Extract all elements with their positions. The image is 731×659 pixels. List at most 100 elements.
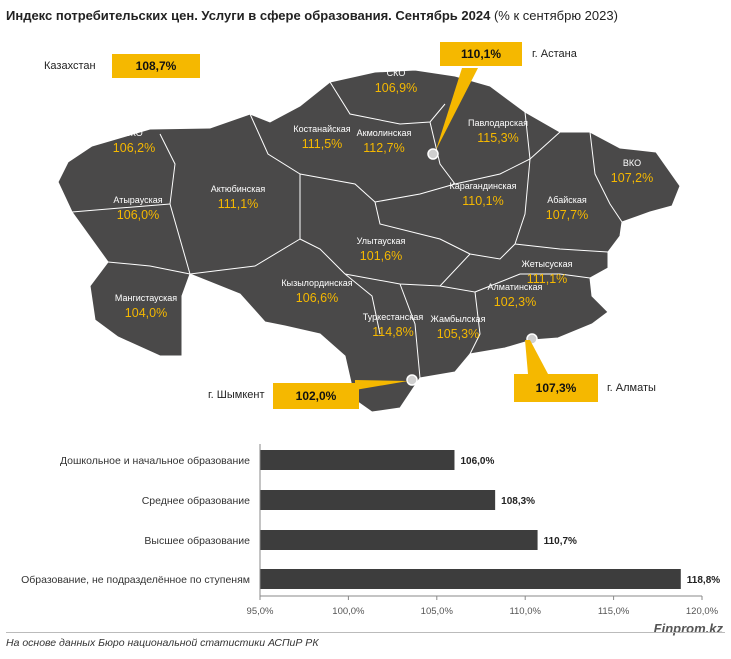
region-13-name: Туркестанская <box>363 312 424 322</box>
x-tick-label-5: 120,0% <box>686 606 719 617</box>
region-12-value: 106,6% <box>296 291 338 305</box>
astana-label: г. Астана <box>532 48 577 60</box>
region-0-value: 106,2% <box>113 141 155 155</box>
bar-value-label-1: 108,3% <box>501 496 535 507</box>
bar-value-label-3: 118,8% <box>687 575 720 586</box>
footer-divider <box>6 632 725 633</box>
bar-1 <box>260 490 496 510</box>
border-sko-akmola <box>329 81 446 125</box>
border-abai-zhetysu <box>514 243 609 253</box>
bar-2 <box>260 530 538 550</box>
region-5-value: 106,9% <box>375 81 417 95</box>
border-karaganda-zhambyl <box>469 243 516 260</box>
national-label: Казахстан <box>44 60 96 72</box>
region-10-name: Карагандинская <box>449 181 516 191</box>
border-akmola-karaganda <box>374 183 456 203</box>
chart-title: Индекс потребительских цен. Услуги в сфе… <box>6 8 618 23</box>
bar-category-2: Высшее образование <box>144 535 250 547</box>
x-tick-label-1: 100,0% <box>332 606 365 617</box>
country-outline <box>57 69 681 413</box>
border-almaty-zhetysu <box>474 273 591 293</box>
x-tick-label-3: 110,0% <box>509 606 541 617</box>
shymkent-value-box: 102,0% <box>273 383 359 409</box>
region-13-value: 114,8% <box>372 325 413 339</box>
astana-value-box: 110,1% <box>440 42 522 66</box>
border-turkestan-zhambyl <box>399 283 421 379</box>
brand-logo-text: Finprom.kz <box>653 621 723 636</box>
region-14-name: Жамбылская <box>431 314 486 324</box>
region-7-value: 115,3% <box>477 131 518 145</box>
x-tick-label-0: 95,0% <box>247 606 274 617</box>
bar-chart: Дошкольное и начальное образование 106,0%… <box>21 444 720 617</box>
border-vko-abai <box>589 131 623 223</box>
almaty-value-box: 107,3% <box>514 374 598 402</box>
region-3-name: Актюбинская <box>211 184 266 194</box>
region-15-name: Алматинская <box>488 282 543 292</box>
border-pavlodar-karaganda <box>454 111 531 185</box>
region-15-value: 102,3% <box>494 295 536 309</box>
bar-category-0: Дошкольное и начальное образование <box>60 455 250 467</box>
region-1-name: Атырауская <box>113 195 162 205</box>
border-ulytau-west <box>299 238 346 275</box>
almaty-label: г. Алматы <box>607 382 656 394</box>
region-9-name: Абайская <box>547 195 587 205</box>
border-kostanay-north <box>299 173 376 203</box>
region-5-name: СКО <box>387 68 406 78</box>
region-16-name: Жетысуская <box>522 259 573 269</box>
bar-3 <box>260 569 681 589</box>
shymkent-label: г. Шымкент <box>208 389 265 401</box>
almaty-pointer <box>525 340 548 374</box>
kazakhstan-map: ЗКО 106,2% Атырауская 106,0% Мангистауская 10… <box>57 68 681 413</box>
bar-0 <box>260 450 455 470</box>
border-pavlodar-abai <box>529 131 561 160</box>
region-7-name: Павлодарская <box>468 118 528 128</box>
region-16-value: 111,1% <box>527 272 568 286</box>
border-abai-karaganda <box>514 158 531 245</box>
x-tick-label-2: 105,0% <box>421 606 454 617</box>
border-zko-atyrau <box>71 203 171 213</box>
region-14-value: 105,3% <box>437 327 479 341</box>
region-6-name: Акмолинская <box>357 128 412 138</box>
border-karaganda-ulytau <box>374 201 471 255</box>
astana-pointer <box>436 68 478 150</box>
border-akmola-pavlodar <box>429 121 456 185</box>
x-tick-label-4: 115,0% <box>598 606 630 617</box>
title-subtitle: (% к сентябрю 2023) <box>493 8 618 23</box>
region-9-value: 107,7% <box>546 208 588 222</box>
region-4-name: Костанайская <box>293 124 350 134</box>
border-atyrau-aktobe <box>169 203 191 275</box>
bar-category-3: Образование, не подразделённое по ступен… <box>21 574 250 586</box>
map-shape <box>57 68 681 413</box>
border-ulytau-south <box>344 253 471 287</box>
border-zhambyl-almaty <box>439 285 481 355</box>
region-2-value: 104,0% <box>125 306 167 320</box>
region-12-name: Кызылординская <box>281 278 352 288</box>
region-1-value: 106,0% <box>117 208 159 222</box>
region-labels: ЗКО 106,2% Атырауская 106,0% Мангистауская 10… <box>113 68 653 341</box>
region-3-value: 111,1% <box>218 197 259 211</box>
region-8-name: ВКО <box>623 158 641 168</box>
bar-category-1: Среднее образование <box>142 495 250 507</box>
title-main: Индекс потребительских цен. Услуги в сфе… <box>6 8 491 23</box>
region-0-name: ЗКО <box>125 128 143 138</box>
bar-value-label-0: 106,0% <box>460 456 494 467</box>
border-aktobe-kostanay <box>249 113 301 239</box>
national-value-box: 108,7% <box>112 54 200 78</box>
border-aktobe-kyzylorda <box>189 238 301 275</box>
border-kyzylorda-turkestan <box>344 273 381 335</box>
region-8-value: 107,2% <box>611 171 653 185</box>
region-borders <box>71 81 623 379</box>
shymkent-pointer <box>355 380 408 390</box>
region-4-value: 111,5% <box>302 137 343 151</box>
region-6-value: 112,7% <box>363 141 404 155</box>
border-atyrau-mangystau <box>107 261 191 275</box>
region-11-name: Улытауская <box>357 236 406 246</box>
border-zko-aktobe <box>159 133 176 205</box>
astana-marker <box>427 148 439 160</box>
region-2-name: Мангистауская <box>115 293 177 303</box>
region-10-value: 110,1% <box>462 194 503 208</box>
bar-value-label-2: 110,7% <box>544 536 577 547</box>
region-11-value: 101,6% <box>360 249 402 263</box>
shymkent-marker <box>406 374 418 386</box>
source-note: На основе данных Бюро национальной стати… <box>6 637 319 649</box>
